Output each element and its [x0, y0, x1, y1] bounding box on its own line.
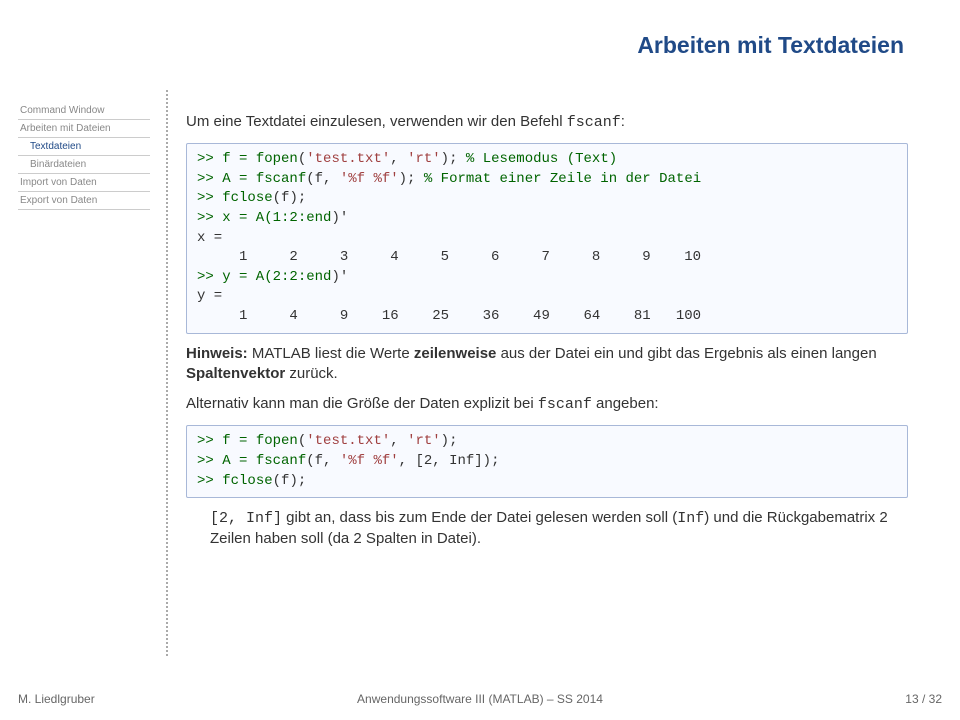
sidebar-item[interactable]: Textdateien — [18, 138, 150, 156]
page-title: Arbeiten mit Textdateien — [637, 32, 904, 59]
code-str: '%f %f' — [340, 171, 399, 187]
code-line: >> x = A(1:2: — [197, 210, 306, 226]
sidebar-item[interactable]: Arbeiten mit Dateien — [18, 120, 150, 138]
code-line: )' — [331, 269, 348, 285]
code-line: , — [390, 433, 407, 449]
code-str: 'test.txt' — [306, 433, 390, 449]
code-line: ); — [399, 171, 424, 187]
code-line: , — [390, 151, 407, 167]
sidebar-item[interactable]: Command Window — [18, 102, 150, 120]
code-str: 'rt' — [407, 433, 441, 449]
hint-bold2: Spaltenvektor — [186, 365, 285, 382]
expl-body: gibt an, dass bis zum Ende der Datei gel… — [282, 509, 677, 526]
sidebar-item[interactable]: Export von Daten — [18, 192, 150, 210]
footer-right: 13 / 32 — [905, 692, 942, 706]
alt-post: angeben: — [592, 395, 659, 412]
hint-body: MATLAB liest die Werte — [248, 345, 414, 362]
content: Um eine Textdatei einzulesen, verwenden … — [186, 102, 908, 560]
code-line: >> — [197, 190, 222, 206]
code-line: ); — [441, 433, 458, 449]
code-line: (f, — [306, 171, 340, 187]
sidebar-item[interactable]: Binärdateien — [18, 156, 150, 174]
footer-left: M. Liedlgruber — [18, 692, 95, 706]
alt-pre: Alternativ kann man die Größe der Daten … — [186, 395, 538, 412]
code-str: 'rt' — [407, 151, 441, 167]
hint-label: Hinweis: — [186, 345, 248, 362]
code-kw: fscanf — [256, 171, 306, 187]
code-line: >> y = A(2:2: — [197, 269, 306, 285]
code-str: '%f %f' — [340, 453, 399, 469]
expl-code1: [2, Inf] — [210, 510, 282, 527]
code-line: >> — [197, 473, 222, 489]
alt-code: fscanf — [538, 396, 592, 413]
vertical-divider — [166, 90, 168, 656]
code-line: )' — [331, 210, 348, 226]
code-line: >> A = — [197, 453, 256, 469]
code-kw: fclose — [222, 473, 272, 489]
hint-body: aus der Datei ein und gibt das Ergebnis … — [496, 345, 876, 362]
intro-code: fscanf — [567, 114, 621, 131]
code-line: ( — [298, 433, 306, 449]
code-comment: % Lesemodus (Text) — [466, 151, 617, 167]
footer-center: Anwendungssoftware III (MATLAB) – SS 201… — [357, 692, 603, 706]
code-block-2: >> f = fopen('test.txt', 'rt'); >> A = f… — [186, 425, 908, 498]
code-line: x = — [197, 230, 222, 246]
intro-text: Um eine Textdatei einzulesen, verwenden … — [186, 113, 567, 130]
code-line: >> f = — [197, 433, 256, 449]
code-kw: end — [306, 210, 331, 226]
explanation-paragraph: [2, Inf] gibt an, dass bis zum Ende der … — [186, 508, 908, 550]
code-line: (f, — [306, 453, 340, 469]
expl-code2: Inf — [677, 510, 704, 527]
code-kw: fopen — [256, 151, 298, 167]
code-line: (f); — [273, 190, 307, 206]
code-line: >> A = — [197, 171, 256, 187]
code-kw: fopen — [256, 433, 298, 449]
code-line: ); — [441, 151, 466, 167]
code-kw: end — [306, 269, 331, 285]
code-line: ( — [298, 151, 306, 167]
code-line: 1 2 3 4 5 6 7 8 9 10 — [197, 249, 701, 265]
code-line: (f); — [273, 473, 307, 489]
sidebar-item[interactable]: Import von Daten — [18, 174, 150, 192]
hint-bold: zeilenweise — [414, 345, 497, 362]
alt-paragraph: Alternativ kann man die Größe der Daten … — [186, 394, 908, 415]
footer: M. Liedlgruber Anwendungssoftware III (M… — [18, 692, 942, 706]
intro-post: : — [621, 113, 625, 130]
code-line: y = — [197, 288, 222, 304]
code-block-1: >> f = fopen('test.txt', 'rt'); % Lesemo… — [186, 143, 908, 333]
code-kw: fclose — [222, 190, 272, 206]
code-comment: % Format einer Zeile in der Datei — [424, 171, 701, 187]
hint-body: zurück. — [285, 365, 338, 382]
intro-paragraph: Um eine Textdatei einzulesen, verwenden … — [186, 112, 908, 133]
code-kw: fscanf — [256, 453, 306, 469]
sidebar-nav: Command Window Arbeiten mit Dateien Text… — [18, 102, 150, 210]
code-line: , [2, Inf]); — [399, 453, 500, 469]
hint-paragraph: Hinweis: MATLAB liest die Werte zeilenwe… — [186, 344, 908, 385]
code-line: 1 4 9 16 25 36 49 64 81 100 — [197, 308, 701, 324]
code-line: >> f = — [197, 151, 256, 167]
code-str: 'test.txt' — [306, 151, 390, 167]
